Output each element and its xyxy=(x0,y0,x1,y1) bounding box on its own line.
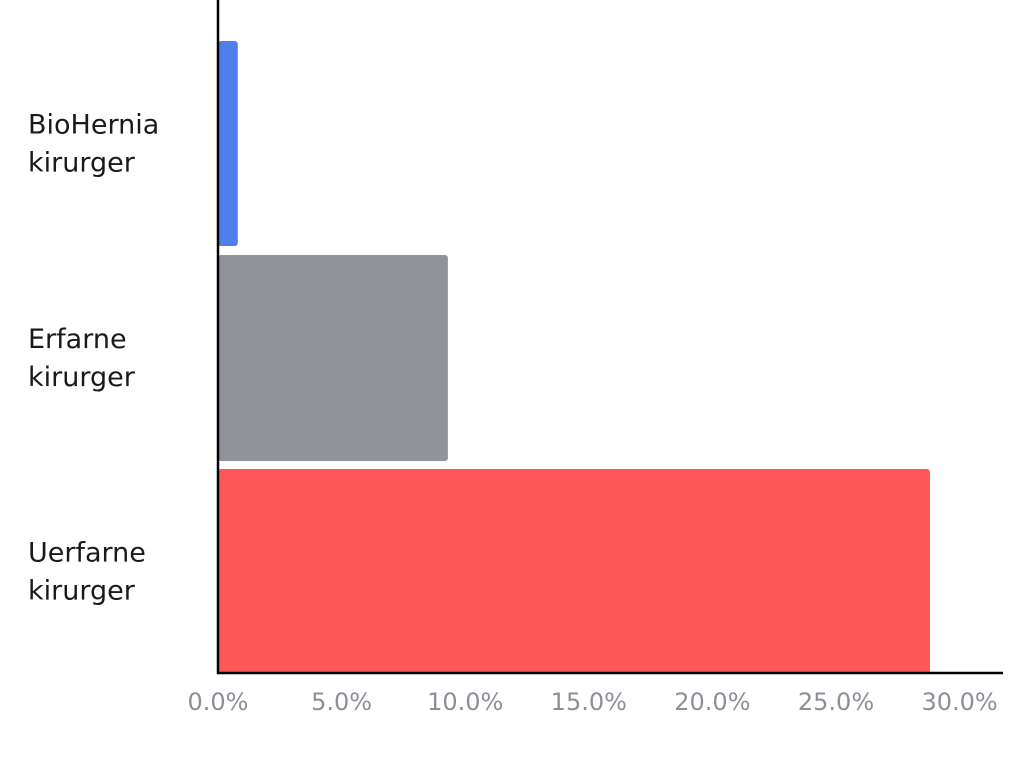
x-tick-label-2: 10.0% xyxy=(427,688,503,716)
x-tick-labels: 0.0% 5.0% 10.0% 15.0% 20.0% 25.0% 30.0% xyxy=(188,688,998,716)
x-tick-label-1: 5.0% xyxy=(311,688,372,716)
x-tick-label-5: 25.0% xyxy=(798,688,874,716)
category-label-line: kirurger xyxy=(28,576,136,607)
bars-layer xyxy=(218,41,930,674)
x-tick-label-0: 0.0% xyxy=(188,688,249,716)
bar-0 xyxy=(218,41,238,246)
category-label-0: BioHernia kirurger xyxy=(28,110,159,179)
x-tick-label-3: 15.0% xyxy=(551,688,627,716)
category-label-line: Uerfarne xyxy=(28,538,146,569)
category-label-line: kirurger xyxy=(28,148,136,179)
axes xyxy=(216,0,1003,675)
category-label-line: BioHernia xyxy=(28,110,159,141)
category-label-2: Uerfarne kirurger xyxy=(28,538,146,607)
category-label-line: kirurger xyxy=(28,362,136,393)
category-label-line: Erfarne xyxy=(28,324,127,355)
category-label-1: Erfarne kirurger xyxy=(28,324,136,393)
bar-1 xyxy=(218,255,448,461)
x-tick-label-6: 30.0% xyxy=(921,688,997,716)
bar-2 xyxy=(218,469,930,674)
x-tick-label-4: 20.0% xyxy=(674,688,750,716)
